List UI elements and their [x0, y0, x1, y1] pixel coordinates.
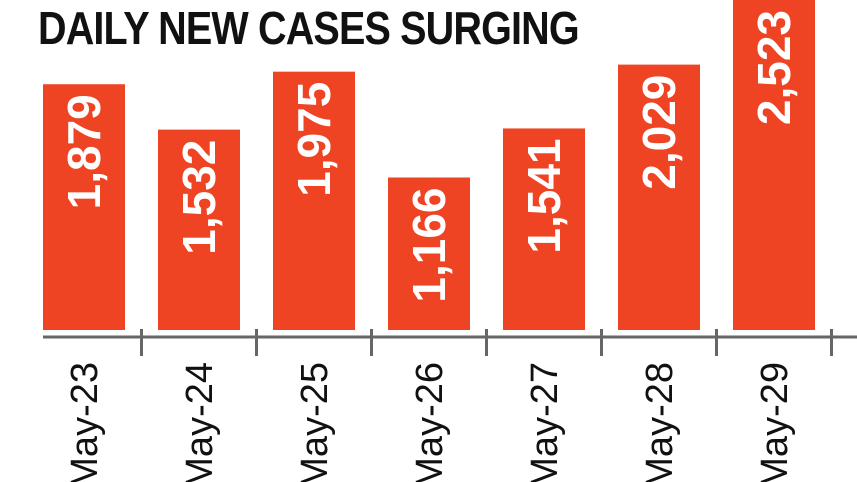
bar-value-label: 1,879 — [58, 94, 110, 209]
bar-may-25 — [273, 71, 355, 330]
bar-value-label: 1,541 — [518, 138, 570, 253]
x-axis — [43, 329, 857, 356]
bar-may-28 — [618, 64, 700, 330]
bar-may-27 — [503, 128, 585, 330]
x-axis-labels: May-23 May-24 May-25 May-26 May-27 May-28 May-… — [64, 362, 796, 482]
x-tick-label: May-25 — [294, 362, 336, 482]
bar-value-label: 1,975 — [288, 82, 340, 197]
x-tick-label: May-23 — [64, 362, 106, 482]
bar-value-label: 2,029 — [633, 75, 685, 190]
bar-may-24 — [158, 129, 240, 330]
bars-group: 1,879 1,532 1,975 1,166 1,541 2,029 2,523 — [43, 0, 815, 330]
bar-may-23 — [43, 84, 125, 330]
x-tick-label: May-27 — [524, 362, 566, 482]
bar-may-26 — [388, 177, 470, 330]
bar-value-label: 1,532 — [173, 140, 225, 255]
bar-value-label: 1,166 — [403, 187, 455, 302]
x-tick-label: May-24 — [179, 362, 221, 482]
x-tick-label: May-29 — [754, 362, 796, 482]
bar-value-label: 2,523 — [748, 10, 800, 125]
bar-may-29 — [733, 0, 815, 330]
x-tick-label: May-26 — [409, 362, 451, 482]
chart-title: DAILY NEW CASES SURGING — [38, 2, 580, 54]
x-tick-label: May-28 — [639, 362, 681, 482]
